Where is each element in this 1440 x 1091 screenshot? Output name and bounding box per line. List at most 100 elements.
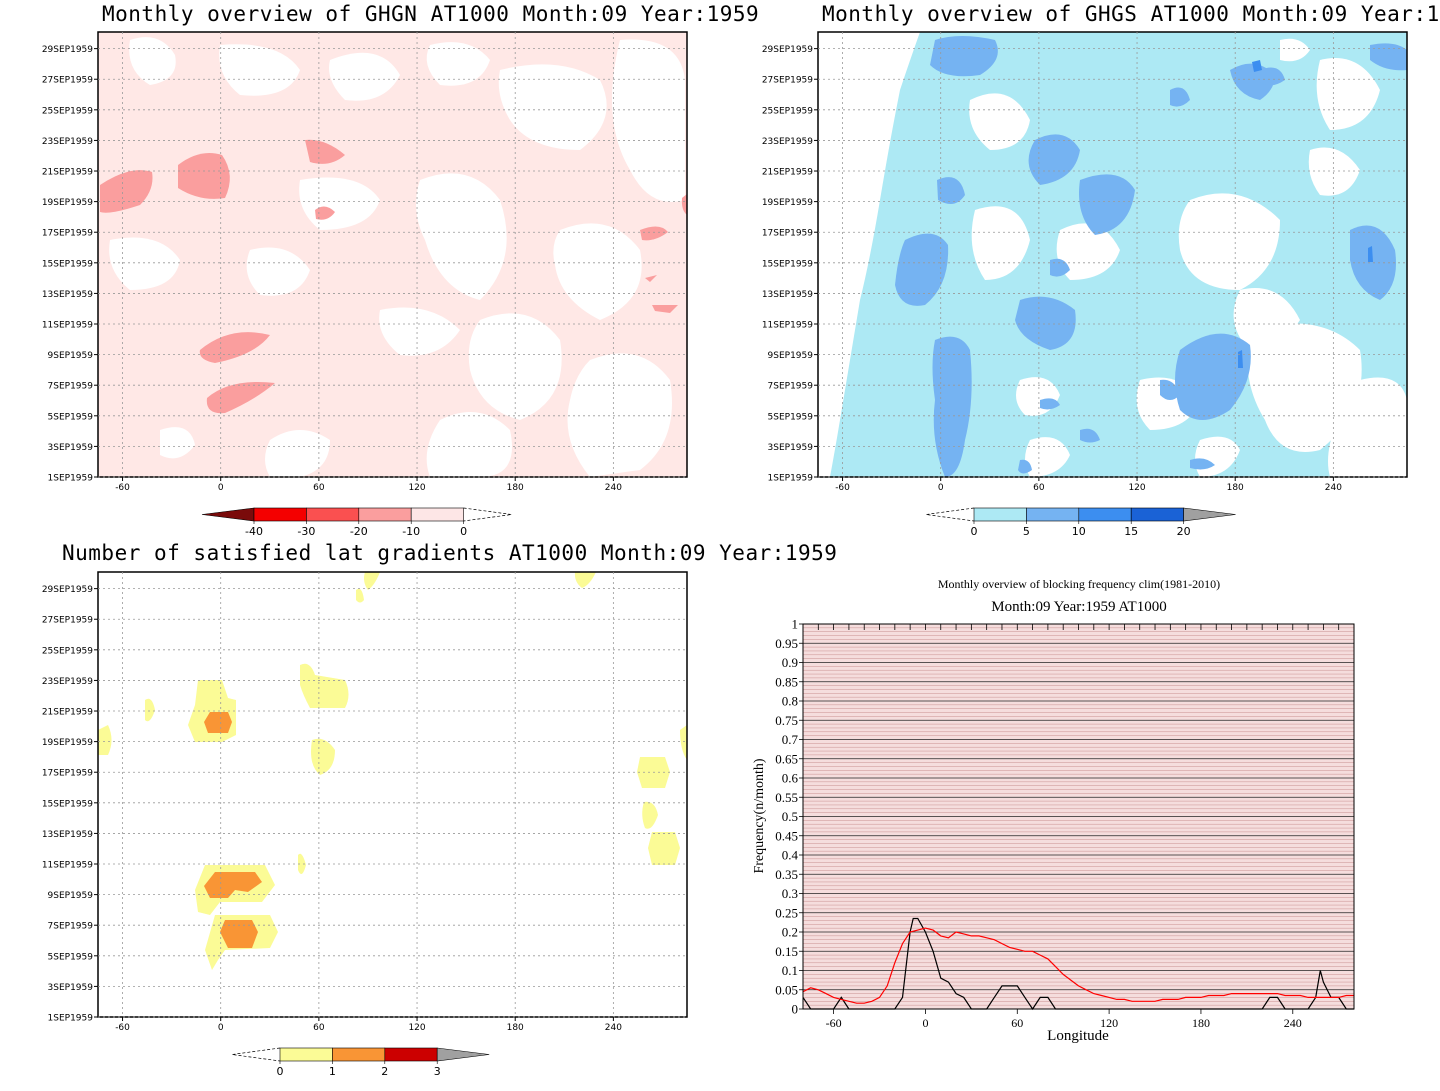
x-tick-label: 120: [408, 1023, 425, 1033]
y-tick-label: 7SEP1959: [48, 382, 94, 392]
y-tick-label: 13SEP1959: [42, 290, 93, 300]
colorbar-label: -20: [350, 525, 368, 538]
colorbar-segment: [358, 507, 412, 522]
colorbar-label: 15: [1124, 525, 1138, 538]
y-tick-label: 1SEP1959: [48, 474, 94, 484]
colorbar-label: -10: [402, 525, 420, 538]
x-tick-label: 240: [1325, 483, 1342, 493]
freq-y-tick-label: 0.35: [775, 867, 798, 882]
lat-title: Number of satisfied lat gradients AT1000…: [62, 541, 838, 565]
colorbar-label: 5: [1023, 525, 1030, 538]
x-tick-label: 120: [1128, 483, 1145, 493]
colorbar-label: -30: [297, 525, 315, 538]
y-tick-label: 3SEP1959: [768, 443, 814, 453]
lat-yticks: 1SEP1959 3SEP1959 5SEP1959 7SEP1959 9SEP1959…: [42, 585, 98, 1024]
colorbar-segment: [332, 1047, 386, 1062]
freq-y-tick-label: 0.5: [782, 809, 798, 824]
lat-xticks: -60 0 60 120 180 240: [115, 1017, 622, 1033]
freq-y-tick-label: 0.2: [782, 925, 798, 940]
y-tick-label: 25SEP1959: [42, 646, 93, 656]
x-tick-label: 180: [507, 483, 524, 493]
freq-y-tick-label: 0.3: [782, 886, 798, 901]
ghgn-svg: 1SEP1959 3SEP1959 5SEP1959 7SEP1959 9SEP1959…: [42, 31, 688, 538]
y-tick-label: 7SEP1959: [48, 922, 94, 932]
colorbar-label: -40: [245, 525, 263, 538]
colorbar-segment: [1078, 507, 1132, 522]
freq-x-tick-label: 0: [922, 1016, 928, 1030]
freq-yticks: 0 0.05 0.1 0.15 0.2 0.25 0.3 0.35 0.4 0.45 0.5 0.55…: [775, 617, 803, 1017]
freq-y-tick-label: 0.6: [782, 771, 799, 786]
y-tick-label: 25SEP1959: [42, 106, 93, 116]
y-tick-label: 3SEP1959: [48, 443, 94, 453]
y-tick-label: 17SEP1959: [42, 229, 93, 239]
y-tick-label: 9SEP1959: [768, 351, 814, 361]
y-tick-label: 27SEP1959: [42, 76, 93, 86]
freq-y-tick-label: 0: [792, 1002, 799, 1017]
colorbar-segment: [253, 507, 307, 522]
x-tick-label: -60: [115, 1023, 130, 1033]
y-tick-label: 1SEP1959: [48, 1014, 94, 1024]
freq-y-tick-label: 0.9: [782, 655, 798, 670]
x-tick-label: 180: [1227, 483, 1244, 493]
ghgs-panel: Monthly overview of GHGS AT1000 Month:09…: [720, 0, 1440, 545]
colorbar-label: 10: [1072, 525, 1086, 538]
y-tick-label: 23SEP1959: [42, 677, 93, 687]
freq-x-tick-label: 240: [1284, 1016, 1302, 1030]
x-tick-label: -60: [115, 483, 130, 493]
colorbar-over-triangle: [463, 507, 512, 522]
colorbar-segment: [1026, 507, 1080, 522]
y-tick-label: 15SEP1959: [42, 259, 93, 269]
freq-ylabel: Frequency(n/month): [752, 758, 767, 873]
colorbar-label: 0: [277, 1065, 284, 1078]
colorbar-segment: [410, 507, 464, 522]
colorbar-segment: [279, 1047, 333, 1062]
ghgs-plot-frame: [817, 31, 1408, 478]
colorbar-segment: [973, 507, 1027, 522]
y-tick-label: 29SEP1959: [762, 45, 813, 55]
y-tick-label: 7SEP1959: [768, 382, 814, 392]
y-tick-label: 29SEP1959: [42, 45, 93, 55]
freq-xticks: -60 0 60 120 180 240: [826, 1009, 1302, 1030]
ghgn-colorbar: -40 -30 -20 -10 0: [201, 507, 512, 538]
colorbar-segment: [306, 507, 360, 522]
x-tick-label: -60: [835, 483, 850, 493]
lat-plot-frame: [97, 571, 688, 1018]
y-tick-label: 27SEP1959: [42, 616, 93, 626]
x-tick-label: 120: [408, 483, 425, 493]
x-tick-label: 180: [507, 1023, 524, 1033]
freq-hlines: [803, 623, 1354, 1010]
freq-y-tick-label: 0.7: [782, 732, 799, 747]
freq-xlabel: Longitude: [1047, 1028, 1109, 1044]
ghgs-blue-regions: [895, 36, 1407, 477]
freq-y-tick-label: 0.1: [782, 963, 798, 978]
ghgn-plot-frame: [97, 31, 688, 478]
x-tick-label: 240: [605, 483, 622, 493]
ghgn-panel: Monthly overview of GHGN AT1000 Month:09…: [0, 0, 759, 545]
lat-svg: 1SEP1959 3SEP1959 5SEP1959 7SEP1959 9SEP1959…: [42, 571, 688, 1078]
y-tick-label: 27SEP1959: [762, 76, 813, 86]
colorbar-label: 0: [971, 525, 978, 538]
y-tick-label: 3SEP1959: [48, 983, 94, 993]
freq-x-tick-label: 180: [1192, 1016, 1210, 1030]
lat-colorbar: 0 1 2 3: [231, 1047, 490, 1078]
y-tick-label: 5SEP1959: [48, 412, 94, 422]
y-tick-label: 25SEP1959: [762, 106, 813, 116]
freq-y-tick-label: 0.55: [775, 790, 798, 805]
y-tick-label: 5SEP1959: [768, 412, 814, 422]
red-series-line: [802, 927, 1354, 1004]
y-tick-label: 17SEP1959: [42, 769, 93, 779]
ghgs-grid: [818, 32, 1407, 478]
freq-y-tick-label: 0.85: [775, 674, 798, 689]
freq-y-tick-label: 0.75: [775, 713, 798, 728]
colorbar-label: 3: [434, 1065, 441, 1078]
freq-y-tick-label: 1: [792, 617, 799, 632]
colorbar-over-triangle: [436, 1047, 490, 1062]
colorbar-label: 0: [460, 525, 467, 538]
ghgn-xticks: -60 0 60 120 180 240: [115, 477, 622, 493]
y-tick-label: 11SEP1959: [42, 861, 93, 871]
y-tick-label: 1SEP1959: [768, 474, 814, 484]
ghgs-yticks: 1SEP1959 3SEP1959 5SEP1959 7SEP1959 9SEP1959…: [762, 45, 818, 484]
colorbar-segment: [384, 1047, 438, 1062]
y-tick-label: 29SEP1959: [42, 585, 93, 595]
freq-y-tick-label: 0.8: [782, 694, 798, 709]
